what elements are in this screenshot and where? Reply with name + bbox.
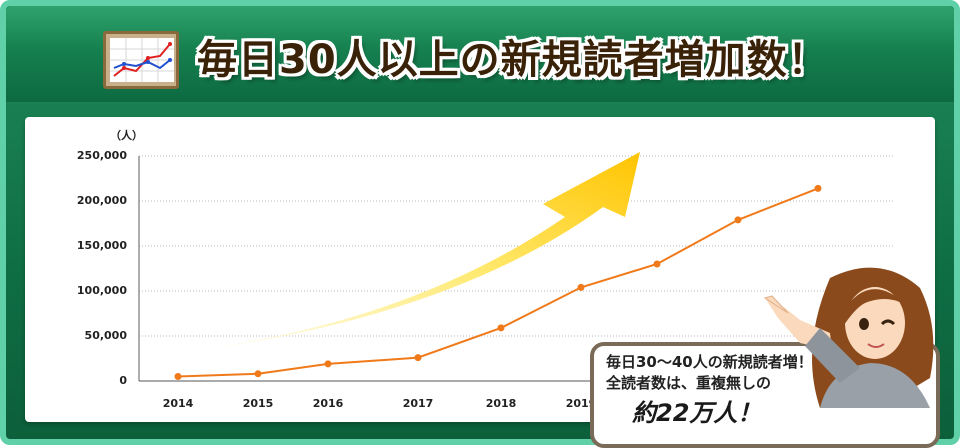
callout-line-1: 毎日30～40人の新規読者増！ [606, 353, 813, 371]
data-point [653, 260, 661, 268]
line-chart-icon [103, 31, 179, 89]
x-tick-label: 2017 [402, 397, 434, 410]
data-point [814, 184, 822, 192]
y-tick-label: 0 [119, 374, 127, 387]
x-tick-label: 2019 [565, 397, 597, 410]
callout-highlight: 約22万人！ [632, 399, 762, 427]
y-tick-label: 50,000 [84, 329, 127, 342]
x-tick-label: 2015 [242, 397, 274, 410]
data-point [497, 324, 505, 332]
data-point [254, 370, 262, 378]
data-point [577, 283, 585, 291]
callout-line-2: 全読者数は、重複無しの [606, 374, 772, 392]
data-point [174, 373, 182, 380]
y-tick-label: 250,000 [76, 149, 127, 162]
pointing-woman-illustration [763, 267, 934, 408]
data-point [414, 354, 422, 362]
y-tick-label: 100,000 [76, 284, 127, 297]
data-point [734, 216, 742, 224]
x-tick-label: 2014 [162, 397, 194, 410]
trend-arrow [167, 152, 640, 354]
y-axis-unit: （人） [110, 129, 143, 142]
page-title: 毎日30人以上の新規読者増加数！ [197, 37, 829, 83]
x-tick-label: 2018 [485, 397, 517, 410]
y-tick-label: 200,000 [76, 194, 127, 207]
y-tick-label: 150,000 [76, 239, 127, 252]
x-tick-label: 2016 [312, 397, 344, 410]
data-point [324, 360, 332, 368]
